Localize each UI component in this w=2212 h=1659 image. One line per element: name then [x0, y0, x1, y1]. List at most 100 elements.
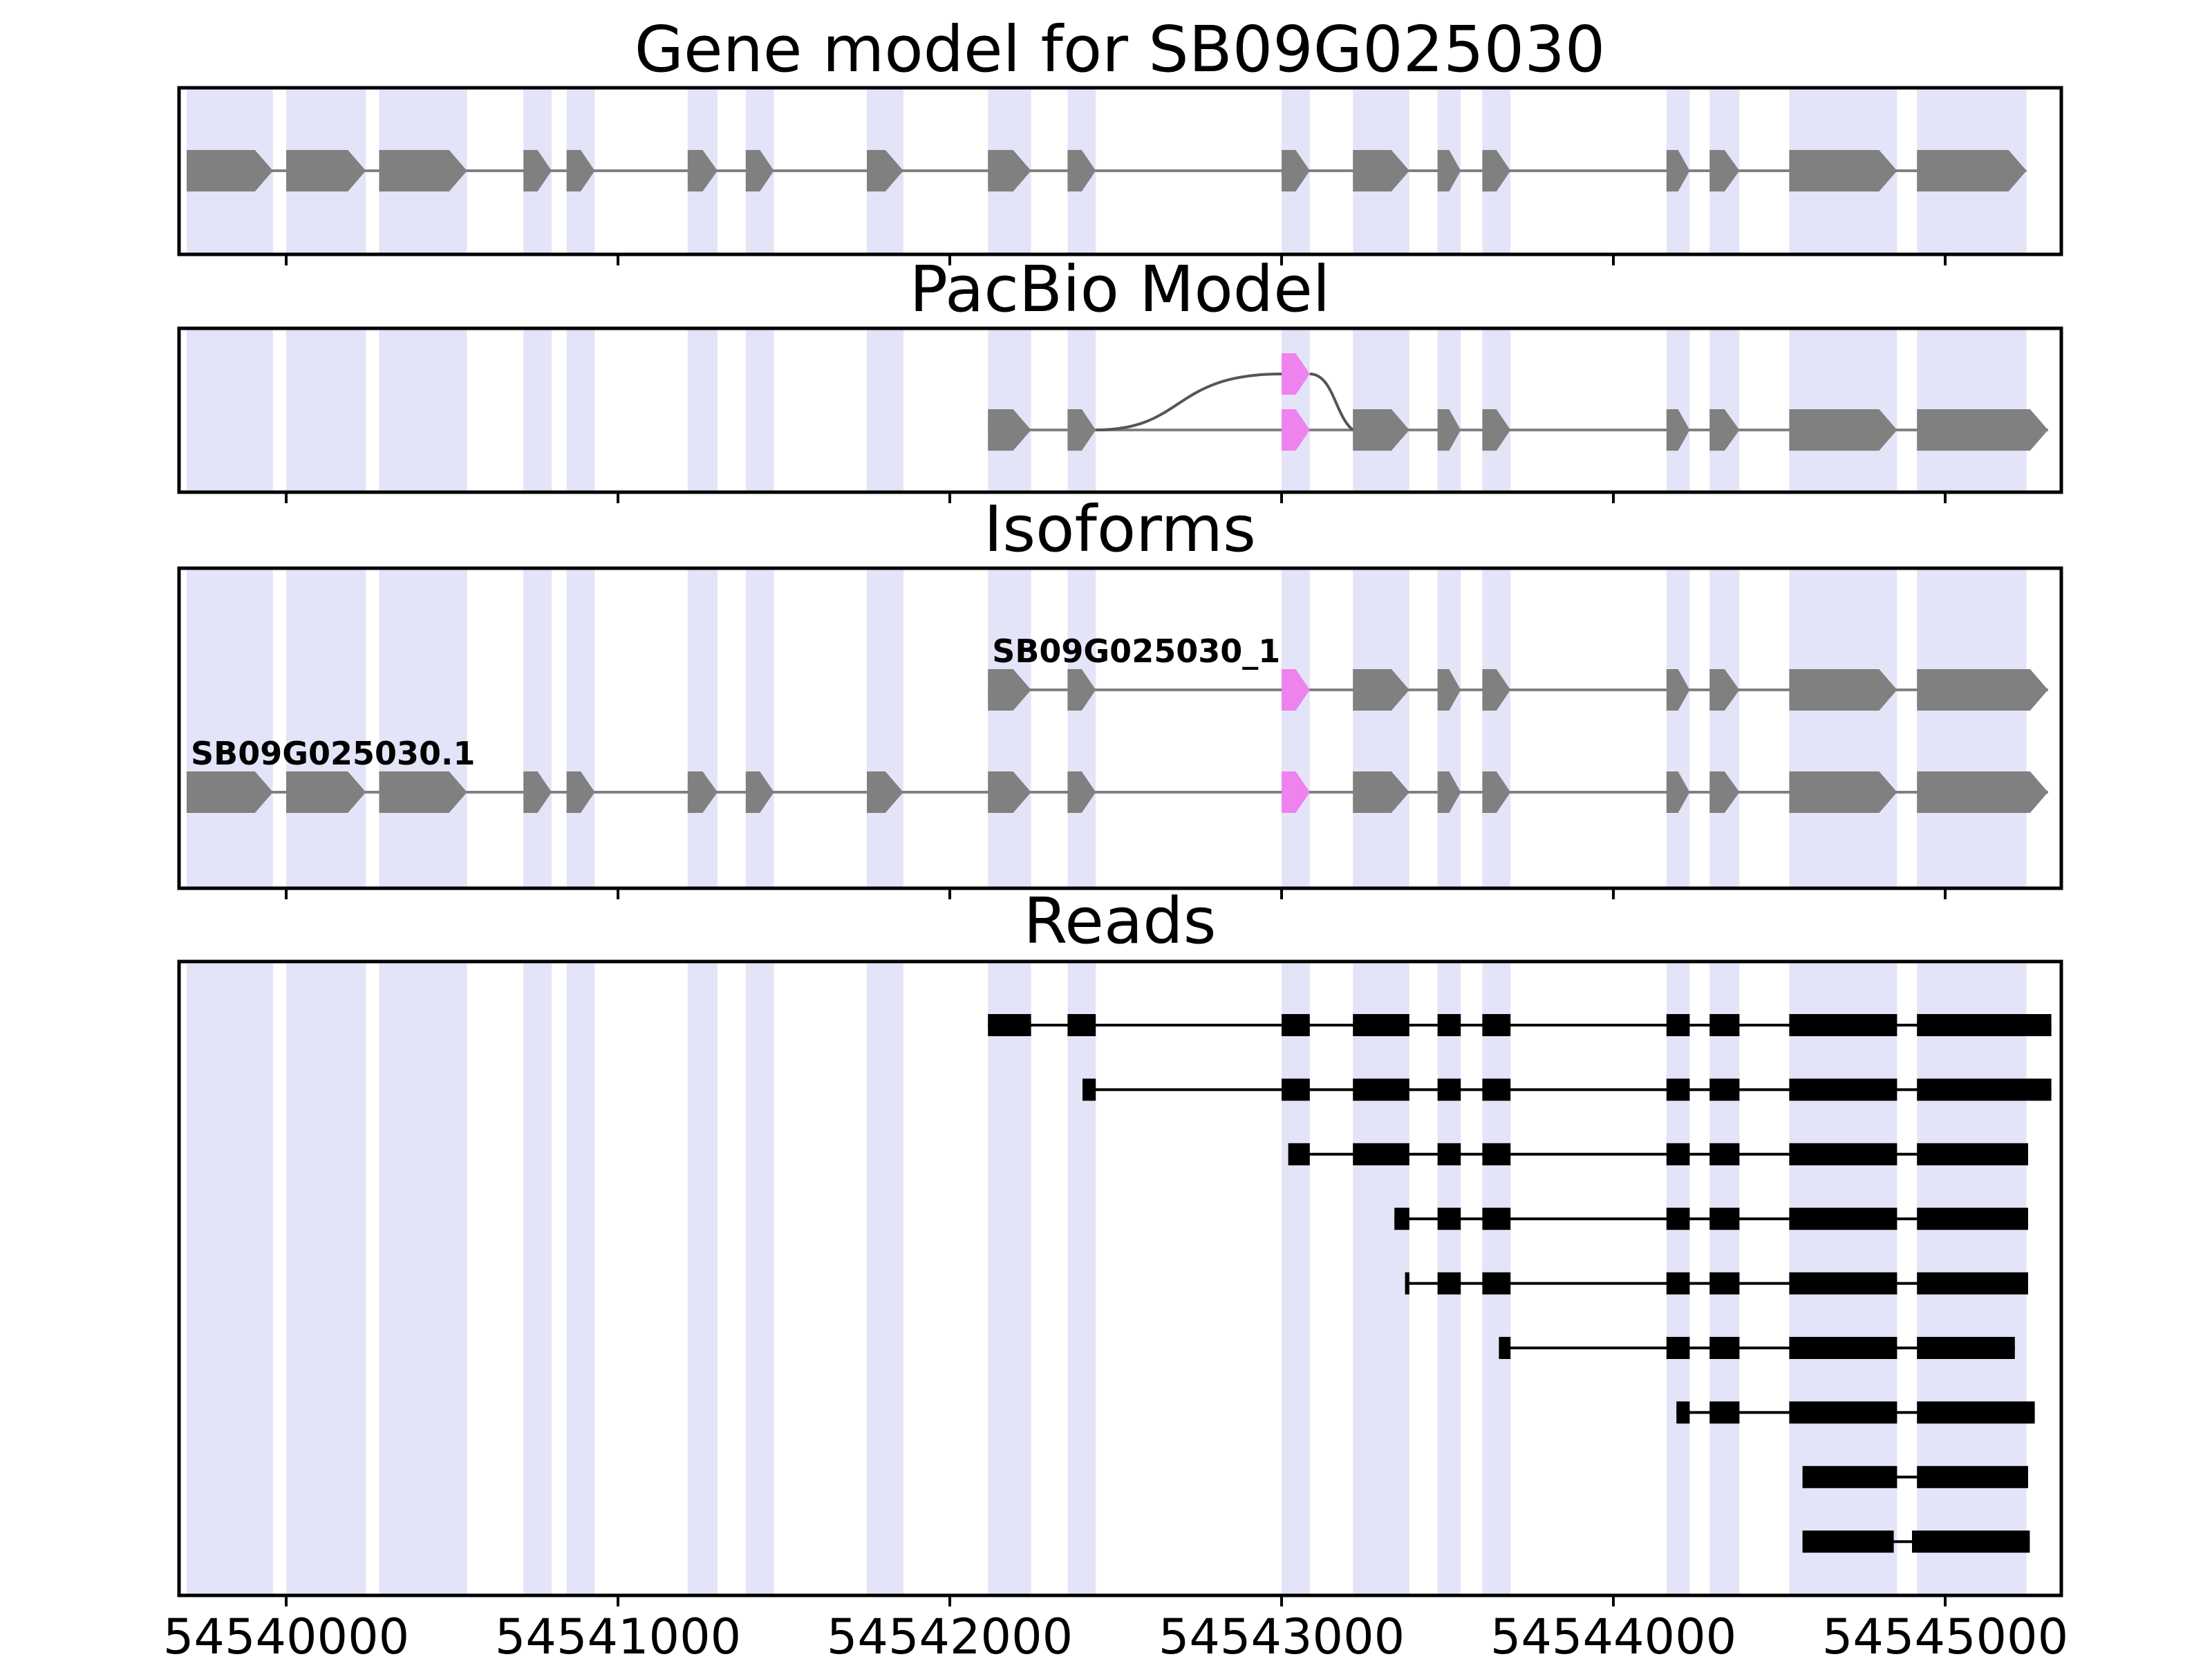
read-block [1709, 1014, 1740, 1036]
exon [187, 150, 273, 191]
read-block [1437, 1272, 1461, 1295]
novel-exon [1282, 771, 1310, 813]
exon [1067, 771, 1096, 813]
highlight-stripe [286, 568, 366, 888]
exon [1789, 409, 1897, 451]
exon [379, 771, 467, 813]
read-block [1802, 1530, 1894, 1553]
highlight-stripe [523, 568, 552, 888]
read-block [1917, 1208, 2029, 1230]
read-block [1288, 1143, 1310, 1165]
exon [1917, 409, 2048, 451]
pacbio-model-title: PacBio Model [910, 252, 1331, 326]
exon [745, 771, 774, 813]
highlight-stripe [745, 568, 774, 888]
read-block [1709, 1272, 1740, 1295]
pacbio-model-panel [177, 326, 2063, 503]
read-block [1917, 1337, 2015, 1359]
exon [187, 771, 273, 813]
read-block [1437, 1014, 1461, 1036]
novel-exon [1282, 409, 1310, 451]
exon [1353, 669, 1409, 711]
read-block [1917, 1465, 2029, 1488]
x-axis-label: 54541000 [495, 1609, 741, 1659]
read-block [1802, 1465, 1897, 1488]
x-axis-label: 54544000 [1490, 1609, 1736, 1659]
highlight-stripe [187, 962, 273, 1595]
read-block [1482, 1143, 1511, 1165]
exon [1709, 150, 1740, 191]
highlight-stripe [1067, 962, 1096, 1595]
transcript-label: SB09G025030_1 [992, 632, 1280, 670]
highlight-stripe [1437, 568, 1461, 888]
x-axis-label: 54542000 [827, 1609, 1073, 1659]
panel-border [177, 959, 2063, 1597]
exon [1067, 409, 1096, 451]
highlight-stripe [687, 962, 718, 1595]
highlight-stripe [687, 328, 718, 492]
highlight-stripe [1282, 568, 1310, 888]
read-block [1709, 1208, 1740, 1230]
exon [1789, 669, 1897, 711]
gene-model-title: Gene model for SB09G025030 [635, 12, 1606, 86]
exon [1353, 771, 1409, 813]
highlight-stripe [523, 962, 552, 1595]
exon [988, 669, 1031, 711]
highlight-stripe [1353, 962, 1409, 1595]
exon [523, 771, 552, 813]
exon [1353, 150, 1409, 191]
exon [566, 150, 595, 191]
panel-border [177, 566, 2063, 890]
highlight-stripe [1666, 568, 1690, 888]
x-axis-label: 54540000 [163, 1609, 409, 1659]
read-block [1709, 1078, 1740, 1101]
highlight-stripe [1353, 568, 1409, 888]
isoforms-panel: SB09G025030_1 SB09G025030.1 [177, 566, 2063, 899]
exon [687, 771, 718, 813]
exon [687, 150, 718, 191]
exon [867, 150, 903, 191]
reads-panel [177, 959, 2063, 1606]
highlight-stripe [867, 328, 903, 492]
read-block [1666, 1143, 1690, 1165]
read-block [1789, 1337, 1897, 1359]
exon [1437, 771, 1461, 813]
read-block [1082, 1078, 1096, 1101]
read-block [1917, 1272, 2029, 1295]
exon [379, 150, 467, 191]
exon [1917, 150, 2027, 191]
read-block [1067, 1014, 1096, 1036]
read-block [1676, 1401, 1690, 1424]
gene-model-panel [177, 86, 2063, 265]
exon [1067, 669, 1096, 711]
panel-border [177, 86, 2063, 256]
exon [1353, 409, 1409, 451]
exon [1666, 150, 1690, 191]
exon [988, 409, 1031, 451]
exon [1709, 669, 1740, 711]
novel-exon [1282, 669, 1310, 711]
isoforms-title: Isoforms [984, 492, 1256, 566]
exon [1917, 771, 2048, 813]
exon [1437, 669, 1461, 711]
exon [1917, 669, 2048, 711]
highlight-stripe [687, 568, 718, 888]
highlight-stripe [1282, 962, 1310, 1595]
exon [286, 150, 366, 191]
highlight-stripe [523, 328, 552, 492]
highlight-stripe [1917, 568, 2027, 888]
highlight-stripe [988, 962, 1031, 1595]
read-block [1789, 1078, 1897, 1101]
read-block [1482, 1014, 1511, 1036]
exon [1789, 771, 1897, 813]
exon [988, 771, 1031, 813]
highlight-stripe [187, 568, 273, 888]
read-block [1482, 1272, 1511, 1295]
read-block [1917, 1014, 2052, 1036]
read-block [1437, 1208, 1461, 1230]
read-block [1917, 1401, 2035, 1424]
highlight-stripe [867, 962, 903, 1595]
exon [286, 771, 366, 813]
exon [523, 150, 552, 191]
highlight-stripe [988, 568, 1031, 888]
